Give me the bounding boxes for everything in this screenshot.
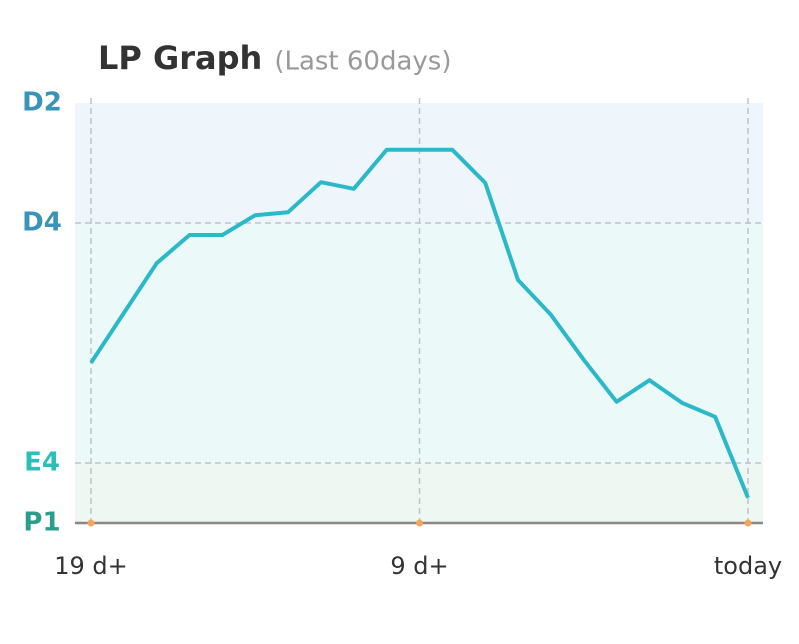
chart-subtitle: (Last 60days) (274, 47, 451, 77)
y-tick-label: D2 (22, 88, 62, 118)
x-tick-label: 19 d+ (54, 552, 128, 580)
x-tick-mark (416, 519, 423, 527)
chart-title: LP Graph (98, 39, 262, 77)
y-tick-label: P1 (23, 508, 60, 538)
x-tick-mark (744, 519, 752, 527)
x-tick-mark (87, 519, 95, 527)
y-tick-label: E4 (24, 448, 60, 478)
x-tick-label: today (714, 552, 782, 580)
line-series (89, 147, 750, 499)
x-tick-label: 9 d+ (390, 552, 448, 580)
y-tick-label: D4 (22, 208, 62, 238)
